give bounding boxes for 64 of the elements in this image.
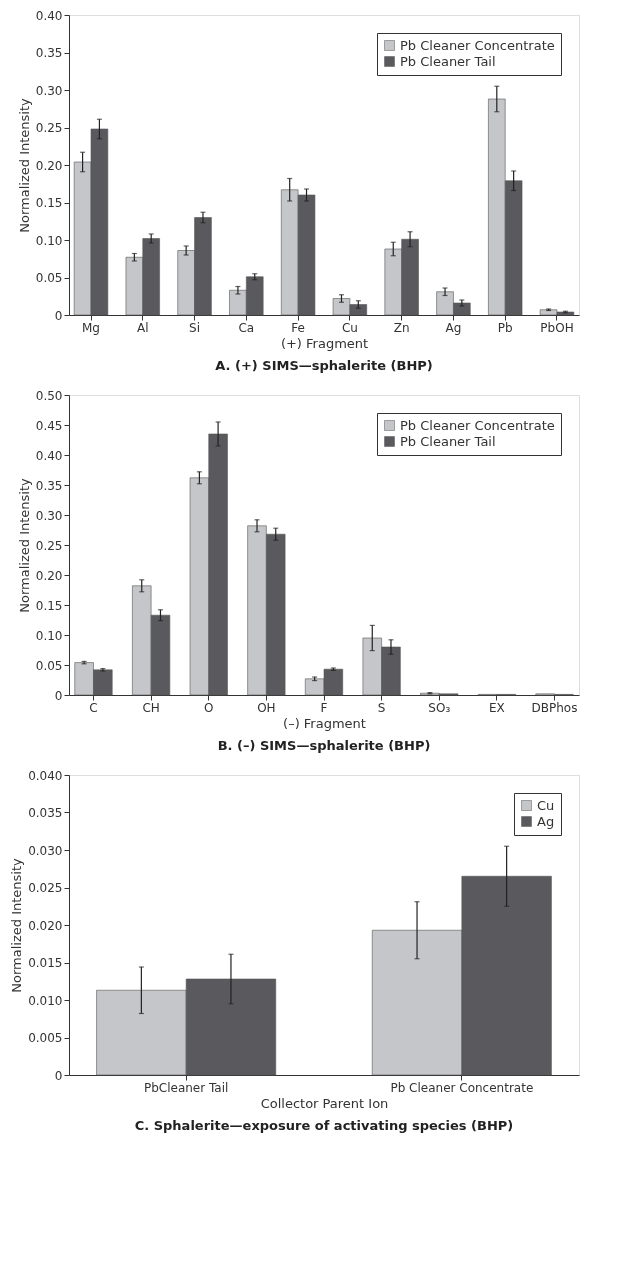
y-tick-label: 0.10 [35, 233, 63, 248]
y-tick-label: 0.35 [35, 46, 63, 60]
text: A. (+) SIMS—sphalerite (BHP) [215, 358, 433, 373]
x-axis-title: (–) Fragment [283, 715, 366, 731]
x-tick-label: C [89, 700, 98, 715]
x-tick-label: Mg [82, 320, 100, 335]
x-tick-label: F [320, 700, 328, 715]
legend-label: Pb Cleaner Concentrate [400, 37, 555, 53]
y-tick-label: 0.035 [28, 806, 63, 820]
x-tick-label: CH [142, 700, 160, 715]
x-tick-label: Pb [497, 320, 513, 335]
y-tick-label: 0.15 [35, 196, 63, 210]
y-tick-label: 0.50 [35, 388, 63, 403]
y-tick-label: 0.05 [35, 658, 63, 673]
y-tick-label: 0 [54, 1068, 63, 1083]
x-tick-label: S [377, 700, 386, 715]
x-tick-label: Al [137, 320, 149, 335]
y-tick-label: 0.10 [35, 628, 63, 643]
y-tick-label: 0.020 [28, 918, 63, 933]
legend-label: Ag [537, 813, 555, 829]
y-tick-label: 0.25 [35, 538, 63, 553]
legend-label: Cu [537, 797, 555, 813]
y-tick-label: 0.005 [28, 1031, 63, 1045]
y-tick-label: 0.30 [35, 508, 63, 523]
x-tick-label: PbCleaner Tail [143, 1080, 229, 1095]
x-axis-title: (+) Fragment [280, 335, 369, 351]
text: B. (–) SIMS—sphalerite (BHP) [217, 738, 431, 753]
y-tick-label: 0.35 [35, 478, 63, 493]
y-axis-title: Normalized Intensity [16, 477, 32, 613]
y-axis-title: Normalized Intensity [9, 857, 25, 993]
x-tick-label: Fe [291, 320, 305, 335]
x-tick-label: Cu [341, 320, 358, 335]
x-tick-label: Si [189, 320, 201, 335]
x-tick-label: O [204, 700, 214, 715]
y-tick-label: 0.025 [28, 881, 63, 895]
y-tick-label: 0 [54, 308, 63, 323]
x-tick-label: Ca [238, 320, 255, 335]
y-tick-label: 0.010 [28, 993, 63, 1008]
y-tick-label: 0 [54, 688, 63, 703]
y-tick-label: 0.15 [35, 598, 63, 613]
x-tick-label: Ag [445, 320, 462, 335]
legend-label: Pb Cleaner Concentrate [400, 417, 555, 433]
y-tick-label: 0.015 [28, 956, 63, 970]
y-tick-label: 0.040 [28, 768, 63, 783]
x-tick-label: EX [488, 700, 505, 715]
y-tick-label: 0.030 [28, 843, 63, 858]
y-tick-label: 0.45 [35, 418, 63, 433]
y-tick-label: 0.30 [35, 83, 63, 98]
x-tick-label: Zn [393, 320, 410, 335]
y-tick-label: 0.05 [35, 271, 63, 285]
y-tick-label: 0.20 [35, 158, 63, 173]
x-tick-label: OH [257, 700, 276, 715]
y-tick-label: 0.40 [35, 448, 63, 463]
x-tick-label: SO₃ [428, 700, 451, 715]
text: C. Sphalerite—exposure of activating species (BHP) [134, 1118, 514, 1133]
y-tick-label: 0.25 [35, 121, 63, 135]
x-tick-label: PbOH [540, 320, 574, 335]
x-axis-title: Collector Parent Ion [260, 1095, 389, 1111]
legend-label: Pb Cleaner Tail [400, 433, 496, 449]
y-tick-label: 0.40 [35, 8, 63, 23]
y-tick-label: 0.20 [35, 568, 63, 583]
y-axis-title: Normalized Intensity [16, 97, 32, 233]
legend-label: Pb Cleaner Tail [400, 53, 496, 69]
x-tick-label: DBPhos [531, 700, 578, 715]
